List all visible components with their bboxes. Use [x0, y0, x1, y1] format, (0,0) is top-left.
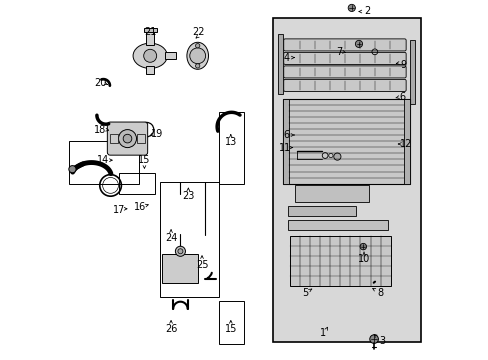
Text: 14: 14	[97, 155, 109, 165]
Bar	[272, 18, 420, 342]
Bar	[282, 99, 409, 184]
Text: 6: 6	[283, 130, 289, 140]
Text: 18: 18	[94, 125, 106, 135]
Bar	[159, 182, 219, 297]
Bar	[110, 134, 118, 143]
Text: 22: 22	[192, 27, 204, 37]
Bar	[289, 236, 390, 286]
Text: 17: 17	[113, 204, 125, 215]
Bar	[218, 112, 244, 184]
Text: 15: 15	[224, 324, 237, 334]
Bar	[145, 66, 154, 74]
Bar	[294, 185, 368, 202]
Circle shape	[69, 166, 76, 173]
Text: 2: 2	[363, 6, 369, 16]
Circle shape	[123, 134, 132, 143]
Bar	[277, 34, 282, 94]
Bar	[143, 28, 156, 32]
Text: 15: 15	[138, 155, 150, 165]
FancyBboxPatch shape	[283, 53, 406, 64]
Text: 4: 4	[284, 53, 289, 63]
Bar	[287, 220, 387, 230]
Circle shape	[369, 335, 378, 343]
Ellipse shape	[133, 43, 167, 68]
Circle shape	[178, 249, 183, 254]
FancyBboxPatch shape	[283, 39, 406, 51]
Text: 9: 9	[400, 60, 406, 70]
Text: 21: 21	[143, 27, 156, 37]
Bar	[409, 40, 414, 104]
Bar	[403, 99, 409, 184]
Circle shape	[189, 48, 205, 64]
Bar	[218, 301, 244, 344]
FancyBboxPatch shape	[283, 79, 406, 91]
Bar	[287, 206, 355, 216]
Text: 1: 1	[319, 328, 325, 338]
Circle shape	[195, 64, 200, 68]
Bar	[69, 141, 139, 184]
Circle shape	[347, 4, 355, 12]
FancyBboxPatch shape	[283, 66, 406, 78]
Text: 7: 7	[335, 47, 341, 57]
Circle shape	[175, 246, 185, 256]
Circle shape	[143, 49, 156, 62]
Circle shape	[359, 243, 366, 250]
Bar	[162, 254, 198, 283]
Text: 12: 12	[399, 139, 411, 149]
Circle shape	[333, 153, 340, 160]
Text: 8: 8	[377, 288, 383, 298]
Text: 26: 26	[164, 324, 177, 334]
Text: 25: 25	[195, 260, 208, 270]
Text: 5: 5	[301, 288, 307, 298]
Bar	[165, 52, 176, 59]
Text: 6: 6	[399, 92, 405, 102]
Circle shape	[195, 44, 200, 48]
Text: 13: 13	[224, 137, 237, 147]
Text: 24: 24	[164, 233, 177, 243]
Circle shape	[355, 40, 362, 48]
Text: 20: 20	[94, 78, 106, 88]
Ellipse shape	[186, 42, 208, 69]
Bar	[282, 99, 288, 184]
Text: 16: 16	[134, 202, 146, 212]
Text: 11: 11	[278, 143, 290, 153]
FancyBboxPatch shape	[107, 122, 147, 155]
Bar	[119, 173, 155, 194]
Bar	[145, 31, 154, 45]
Text: 19: 19	[151, 129, 163, 139]
Text: 10: 10	[357, 254, 369, 264]
Text: 23: 23	[182, 191, 194, 201]
Circle shape	[118, 130, 136, 148]
Bar	[137, 134, 144, 143]
Text: 3: 3	[378, 336, 384, 346]
